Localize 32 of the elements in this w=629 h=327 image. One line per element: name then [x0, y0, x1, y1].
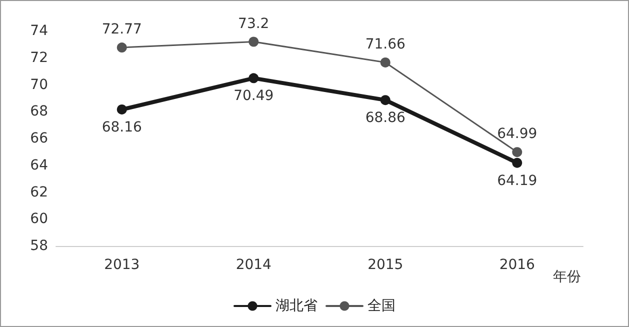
data-label: 71.66	[365, 36, 406, 52]
y-tick-label: 64	[30, 157, 48, 174]
x-tick-label: 2015	[368, 257, 404, 273]
y-tick-label: 70	[30, 76, 48, 93]
legend-label: 湖北省	[276, 298, 318, 314]
data-label: 64.99	[497, 126, 538, 142]
point	[380, 57, 390, 68]
x-axis-title: 年份	[553, 269, 581, 285]
data-label: 68.16	[102, 119, 142, 136]
x-tick-label: 2014	[236, 257, 272, 273]
data-label: 64.19	[497, 172, 538, 189]
point	[248, 73, 259, 84]
y-tick-label: 66	[30, 130, 48, 146]
y-tick-label: 74	[30, 23, 48, 39]
point	[116, 42, 127, 53]
point	[248, 36, 259, 47]
data-label: 73.2	[238, 16, 270, 32]
y-tick-label: 60	[30, 211, 48, 228]
point	[116, 104, 127, 114]
data-label: 68.86	[365, 110, 406, 126]
legend-label: 全国	[368, 298, 396, 314]
y-tick-label: 72	[30, 50, 48, 66]
point	[380, 95, 390, 106]
x-tick-label: 2016	[499, 257, 536, 273]
point	[512, 147, 522, 158]
y-tick-label: 68	[30, 104, 48, 120]
data-label: 70.49	[234, 88, 274, 104]
x-tick-label: 2013	[104, 257, 140, 273]
y-tick-label: 58	[30, 238, 48, 254]
point	[512, 158, 522, 168]
y-tick-label: 62	[30, 184, 48, 200]
data-label: 72.77	[102, 22, 142, 38]
